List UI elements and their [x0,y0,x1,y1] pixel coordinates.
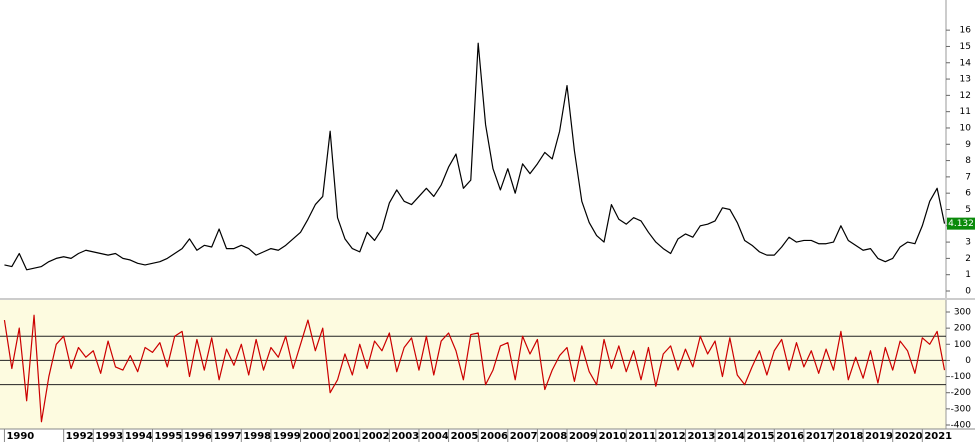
x-tick-label: 1990 [6,431,34,442]
y-tick-label: 9 [965,140,971,150]
x-tick-label: 2016 [776,431,804,442]
x-tick-label: 1993 [95,431,123,442]
series-line [3,314,946,423]
y-tick-label: 6 [965,189,971,199]
y-tick-label: 100 [954,340,971,350]
x-tick-label: 2009 [569,431,597,442]
x-tick-label: 1999 [273,431,301,442]
x-tick-label: 1998 [243,431,271,442]
y-tick-label: 300 [954,308,971,318]
x-tick-label: 2019 [865,431,893,442]
x-tick-label: 2008 [539,431,567,442]
x-tick-label: 1995 [154,431,182,442]
x-tick-label: 2013 [687,431,715,442]
last-value-badge [947,217,975,230]
y-tick-label: 7 [965,172,971,182]
x-tick-label: 2000 [303,431,331,442]
y-tick-label: 14 [960,58,972,68]
x-tick-label: 2010 [599,431,627,442]
x-tick-label: 2001 [332,431,360,442]
x-tick-label: 1997 [214,431,242,442]
y-tick-label: 15 [960,42,971,52]
x-tick-label: 2011 [628,431,656,442]
series-line [4,42,946,271]
x-tick-label: 2021 [924,431,952,442]
x-tick-label: 2014 [717,431,745,442]
x-tick-label: 1994 [125,431,153,442]
y-tick-label: 1 [965,270,971,280]
x-tick-label: 2006 [480,431,508,442]
y-tick-label: 2 [965,254,971,264]
x-tick-label: 1992 [66,431,94,442]
x-tick-label: 2017 [806,431,834,442]
y-tick-label: 11 [960,107,971,117]
panel-background [0,300,946,429]
y-tick-label: -400 [951,421,972,431]
y-tick-label: 0 [965,356,971,366]
x-tick-label: 1996 [184,431,212,442]
x-tick-label: 2012 [658,431,686,442]
x-tick-label: 2007 [510,431,538,442]
x-tick-label: 2005 [451,431,479,442]
y-tick-label: 16 [960,26,972,36]
y-tick-label: 10 [960,123,972,133]
y-tick-label: -100 [951,372,972,382]
y-tick-label: 200 [954,324,971,334]
y-tick-label: 12 [960,91,971,101]
y-tick-label: -300 [951,404,972,414]
y-tick-label: -200 [951,388,972,398]
y-tick-label: 5 [965,205,971,215]
x-tick-label: 2002 [362,431,390,442]
x-tick-label: 2018 [835,431,863,442]
x-tick-label: 2015 [747,431,775,442]
y-tick-label: 13 [960,75,971,85]
last-value-label: 4.132 [948,219,974,229]
x-tick-label: 2004 [421,431,449,442]
x-tick-label: 2020 [895,431,923,442]
x-tick-label: 2003 [391,431,419,442]
y-tick-label: 8 [965,156,971,166]
y-tick-label: 0 [965,287,971,297]
y-tick-label: 3 [965,238,971,248]
